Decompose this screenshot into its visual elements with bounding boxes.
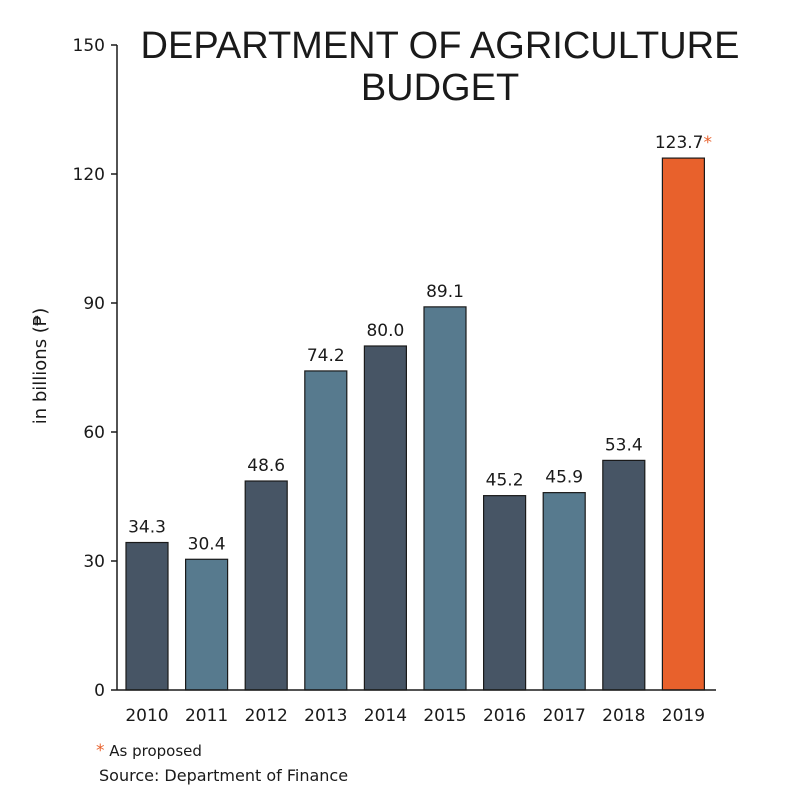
data-label-value: 89.1 [426,282,464,302]
y-axis-ticks: 0 30 60 90 120 150 [73,36,117,701]
x-tick-label-2014: 2014 [364,706,407,726]
bar-2015 [423,306,467,691]
data-label-2015: 89.1 [426,282,464,302]
category-labels-group: 2010 2011 2012 2013 2014 2015 2016 2017 2018 2019 [125,706,705,726]
data-label-2014: 80.0 [366,321,404,341]
bars-group [125,157,706,691]
data-label-2016: 45.2 [486,471,524,491]
bar-2019 [661,157,706,691]
y-tick-label: 60 [83,423,105,443]
bar-2010 [125,541,169,691]
data-label-value: 34.3 [128,518,166,538]
y-tick-label: 30 [83,552,105,572]
proposed-marker: * [703,133,712,153]
x-tick-label-2012: 2012 [245,706,288,726]
x-tick-label-2015: 2015 [423,706,466,726]
bar-2017 [542,492,586,691]
bar-2018 [602,459,646,691]
x-tick-label-2019: 2019 [662,706,705,726]
data-label-value: 48.6 [247,456,285,476]
data-label-2012: 48.6 [247,456,285,476]
data-label-value: 30.4 [188,534,226,554]
data-label-2017: 45.9 [545,468,583,488]
y-axis-label: in billions (₱) [30,308,51,425]
bar-2011 [185,558,229,691]
data-label-value: 123.7 [655,133,704,153]
y-tick-label: 0 [94,681,105,701]
bar-2016 [483,495,527,691]
x-tick-label-2011: 2011 [185,706,228,726]
data-label-value: 80.0 [366,321,404,341]
x-tick-label-2010: 2010 [125,706,168,726]
x-tick-label-2017: 2017 [543,706,586,726]
y-tick-label: 90 [83,294,105,314]
data-label-2019: 123.7* [655,133,712,153]
data-labels-group: 34.3 30.4 48.6 74.2 80.0 89.1 45.2 45.9 53.4 123.… [128,133,712,554]
source-note: Source: Department of Finance [99,766,349,785]
x-tick-label-2018: 2018 [602,706,645,726]
y-tick-label: 120 [73,165,105,185]
data-label-2010: 34.3 [128,518,166,538]
y-tick-label: 150 [73,36,105,56]
footnote: * As proposed [96,741,202,761]
data-label-value: 53.4 [605,435,643,455]
footnote-text: As proposed [109,742,202,760]
data-label-2018: 53.4 [605,435,643,455]
x-tick-label-2016: 2016 [483,706,526,726]
footnote-star: * [96,741,105,761]
data-label-2011: 30.4 [188,534,226,554]
data-label-value: 45.2 [486,471,524,491]
data-label-2013: 74.2 [307,346,345,366]
bar-2013 [304,370,348,691]
chart-title-line-1: DEPARTMENT OF AGRICULTURE [141,25,740,67]
bar-2012 [244,480,288,691]
data-label-value: 45.9 [545,468,583,488]
x-tick-label-2013: 2013 [304,706,347,726]
data-label-value: 74.2 [307,346,345,366]
chart-title-line-2: BUDGET [361,67,519,109]
bar-2014 [363,345,407,691]
